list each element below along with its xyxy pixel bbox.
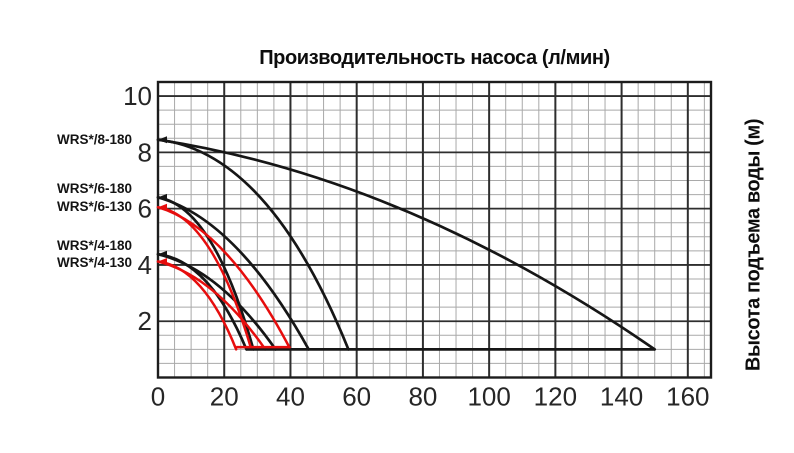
y-tick-label: 8 [138, 137, 152, 167]
pump-curve-steep [156, 138, 350, 351]
curve-head-arrow-icon [158, 250, 167, 258]
y-tick-label: 2 [138, 306, 152, 336]
curve-head-arrow-icon [158, 136, 167, 144]
plot-border [156, 80, 713, 379]
y-tick-label: 10 [123, 81, 152, 111]
x-tick-label: 140 [600, 382, 643, 412]
x-tick-label: 60 [342, 382, 371, 412]
pump-curve-shallow [156, 138, 657, 351]
curve-label-1: WRS*/8-180 [56, 131, 132, 147]
curve-head-arrow-icon [158, 193, 167, 201]
curve-head-arrow-icon [158, 203, 167, 211]
curve-label-5: WRS*/4-130 [56, 254, 132, 270]
x-tick-label: 0 [151, 382, 165, 412]
y-tick-label: 6 [138, 194, 152, 224]
curve-head-arrow-icon [158, 258, 167, 266]
chart-title: Производительность насоса (л/мин) [259, 47, 610, 69]
x-tick-label: 20 [210, 382, 239, 412]
x-tick-label: 80 [408, 382, 437, 412]
curve-label-3: WRS*/6-130 [56, 199, 132, 215]
pump-curve-shallow [156, 205, 292, 351]
curve-label-2: WRS*/6-180 [56, 181, 132, 197]
x-tick-label: 100 [467, 382, 510, 412]
x-tick-label: 160 [666, 382, 709, 412]
curve-label-4: WRS*/4-180 [56, 238, 132, 254]
pump-curve-shallow [156, 252, 277, 351]
y-tick-label: 4 [138, 250, 152, 280]
x-tick-label: 120 [534, 382, 577, 412]
pump-curve-shallow [156, 260, 267, 351]
pump-curve-shallow [156, 196, 311, 351]
x-tick-label: 40 [276, 382, 305, 412]
